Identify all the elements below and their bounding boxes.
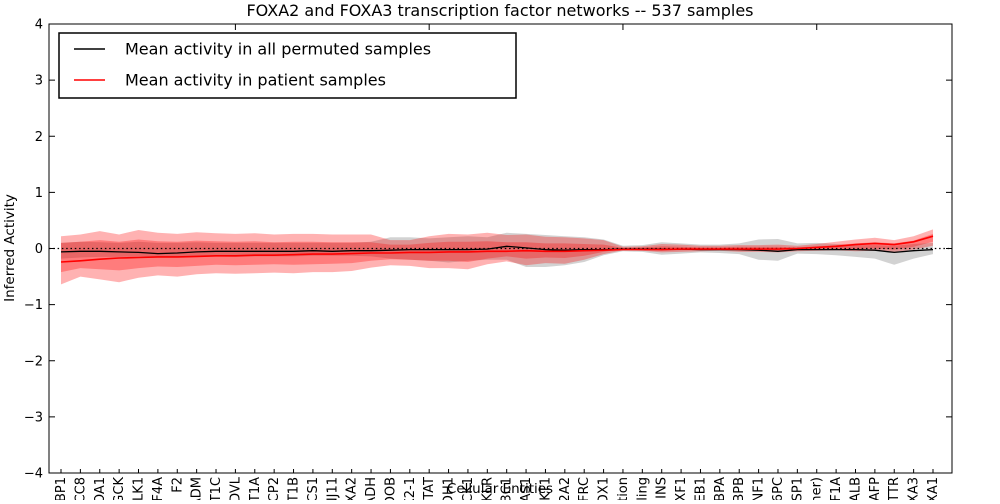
x-tick-label: NKX2-1 (403, 477, 418, 500)
x-tick-label: TFRC (577, 477, 592, 500)
x-tick-label: CEBPB (732, 477, 747, 500)
x-tick-label: DLK1 (132, 477, 147, 500)
x-tick-labels: IGFBP1 ABCC8 APOA1 GCK DLK1 HNF4A F2 ACADM CPT1C… (54, 476, 941, 504)
x-tick-label: CPT1A (248, 477, 263, 500)
y-axis-label: Inferred Activity (2, 194, 18, 302)
legend-label-patient: Mean activity in patient samples (125, 71, 386, 90)
x-tick-label: ALB (849, 477, 864, 500)
x-tick-label: APOA1 (93, 477, 108, 500)
x-tick-label: INS (655, 477, 670, 499)
x-tick-label: PKLR (480, 477, 495, 500)
series-line-permuted (60, 245, 934, 255)
y-tick-label: 1 (35, 186, 43, 201)
x-tick-label: NR3C1 (500, 477, 515, 500)
x-tick-label: TTR (887, 477, 902, 500)
x-tick-label: GCK (112, 477, 127, 500)
x-tick-label: ACADM (190, 477, 205, 500)
mean-lines (60, 235, 934, 263)
band-permuted-samples-range (61, 232, 933, 267)
x-tick-label: AFP (868, 477, 883, 500)
x-tick-label: response to starvation (616, 477, 631, 500)
x-tick-label: CPT1B (287, 477, 302, 500)
x-tick-label: FOXA2 (345, 477, 360, 500)
y-tick-label: −4 (24, 467, 43, 482)
x-tick-label: ALAS1 (519, 477, 534, 500)
x-tick-label: CPT1C (209, 477, 224, 500)
x-tick-label: UCP2 (267, 477, 282, 500)
x-tick-label: SLC2A2 (558, 477, 573, 500)
x-tick-label: BDH1 (442, 477, 457, 500)
x-axis-label: Cellular Entities (447, 481, 553, 497)
x-tick-label: CEBPA (713, 477, 728, 500)
x-tick-label: ACADVL (228, 476, 243, 500)
x-tick-label: FOXA3 (907, 477, 922, 500)
x-tick-label: PDX1 (597, 477, 612, 500)
x-tick-label: G6PC (771, 477, 786, 500)
y-tick-labels: 4 3 2 1 0 −1 −2 −3 −4 (24, 18, 43, 482)
x-tick-label: KCNJ11 (325, 477, 340, 500)
band-patient-samples-outer-range (61, 229, 933, 285)
x-tick-label: FOXA1 (926, 477, 941, 500)
x-tick-label: HNF1A (dimer) (810, 477, 825, 500)
legend-box (58, 32, 517, 99)
x-tick-label: HNF1A (829, 477, 844, 500)
x-tick-label: IGFBP1 (54, 477, 69, 500)
x-tick-label: NF1 (752, 477, 767, 500)
series-line-patient (60, 235, 934, 263)
y-tick-label: 2 (35, 130, 43, 145)
y-tick-label: −3 (24, 410, 43, 425)
x-tick-label: F2 (170, 477, 185, 493)
x-tick-label: HADH (364, 477, 379, 500)
y-tick-label: −2 (24, 354, 43, 369)
x-tick-label: ALDOB (383, 477, 398, 500)
axis-ticks (49, 23, 952, 474)
y-tick-label: 3 (35, 74, 43, 89)
legend-label-permuted: Mean activity in all permuted samples (125, 40, 431, 59)
x-tick-label: PCK1 (461, 477, 476, 500)
x-tick-label: SP1 (790, 477, 805, 500)
x-tick-label: HMGCS1 (306, 477, 321, 500)
y-tick-label: 4 (35, 18, 43, 33)
x-tick-label: HNF4A (151, 477, 166, 500)
legend: Mean activity in all permuted samples Me… (58, 32, 517, 99)
x-tick-label: ABCC8 (73, 477, 88, 500)
x-tick-label: CREB1 (694, 477, 709, 500)
x-tick-label: FOXF1 (674, 477, 689, 500)
x-tick-label: chromatin remodeling (635, 477, 650, 500)
y-tick-label: −1 (24, 298, 43, 313)
x-tick-label: AKT1 (538, 477, 553, 500)
confidence-bands (61, 229, 933, 285)
x-tick-label: TAT (422, 477, 437, 500)
band-patient-samples-inner-range (61, 233, 933, 273)
chart-title: FOXA2 and FOXA3 transcription factor net… (246, 1, 753, 20)
y-tick-label: 0 (35, 242, 43, 257)
